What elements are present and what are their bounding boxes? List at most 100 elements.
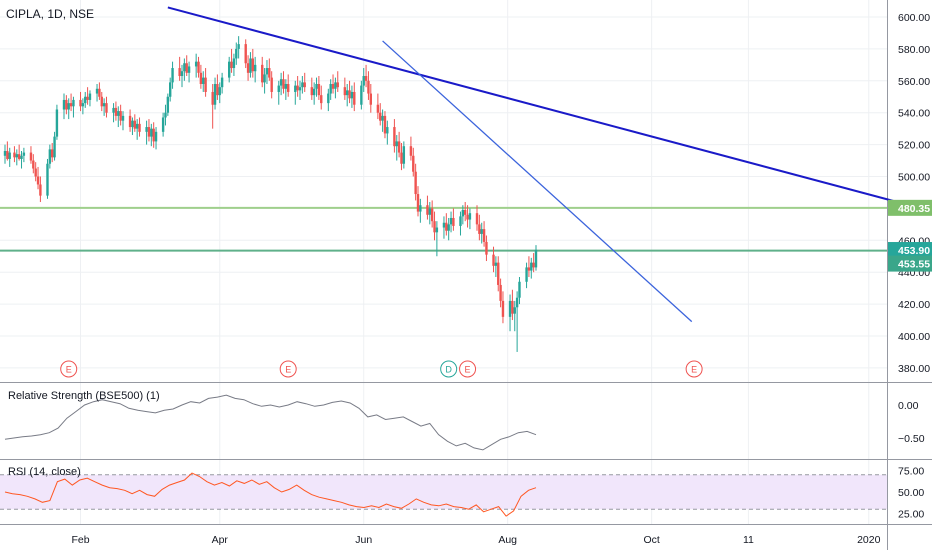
candle-body <box>466 214 469 220</box>
candle-body <box>315 83 318 89</box>
candle-body <box>128 115 132 128</box>
candle-body <box>452 217 455 226</box>
candle-body <box>350 91 354 99</box>
candle-body <box>197 61 200 73</box>
candle-body <box>515 297 519 308</box>
candle-body <box>497 262 500 285</box>
candle-body <box>88 93 92 100</box>
candle-body <box>277 85 280 92</box>
candle-body <box>246 63 250 73</box>
candle-body <box>459 216 462 226</box>
candle-body <box>284 83 288 89</box>
x-tick-label: Apr <box>212 534 229 546</box>
candle-body <box>334 82 337 89</box>
event-marker-label: E <box>66 365 72 375</box>
candle-body <box>527 267 531 271</box>
candle-body <box>86 96 89 100</box>
trend-line <box>382 40 693 323</box>
candle-body <box>294 85 297 92</box>
candle-body <box>532 262 535 268</box>
candle-body <box>161 117 165 132</box>
candle-body <box>261 64 264 83</box>
candle-body <box>164 112 167 118</box>
candle-body <box>220 77 224 88</box>
candle-body <box>428 208 431 215</box>
candle-body <box>381 115 384 121</box>
candle-body <box>211 91 214 105</box>
candle-body <box>270 77 273 92</box>
rsi-tick-label: 25.00 <box>898 509 924 521</box>
candle-body <box>133 120 136 129</box>
candle-body <box>171 68 174 83</box>
candle-body <box>20 155 23 159</box>
candle-body <box>187 66 191 73</box>
candle-body <box>62 99 66 110</box>
candle-body <box>268 68 271 78</box>
candle-body <box>442 222 446 228</box>
trend-line <box>167 6 932 213</box>
x-tick-label: Aug <box>498 534 517 546</box>
rs-tick-label: −0.50 <box>898 433 925 445</box>
candle-body <box>232 58 236 69</box>
candle-body <box>51 149 54 158</box>
price-tick-label: 600.00 <box>898 12 930 24</box>
candle-body <box>154 131 158 142</box>
candle-body <box>364 76 368 81</box>
candle-body <box>228 61 231 78</box>
candle-body <box>353 91 356 105</box>
candle-body <box>69 103 73 107</box>
candle-body <box>29 152 33 161</box>
rsi-line <box>4 472 537 517</box>
candle-body <box>386 127 389 134</box>
candle-body <box>147 127 151 137</box>
candle-body <box>138 123 141 132</box>
candle-body <box>329 83 332 94</box>
candle-body <box>464 209 467 215</box>
candle-body <box>317 83 321 96</box>
price-tick-label: 580.00 <box>898 44 930 56</box>
candle-body <box>397 141 401 153</box>
candle-body <box>409 146 413 156</box>
candle-body <box>204 77 207 92</box>
candle-body <box>343 87 347 96</box>
candle-body <box>379 112 382 121</box>
price-tag-label: 453.55 <box>898 259 930 271</box>
candle-body <box>468 213 472 220</box>
candle-body <box>121 115 125 121</box>
price-tag <box>888 255 932 272</box>
candle-body <box>152 128 155 142</box>
candle-body <box>183 63 186 72</box>
candle-body <box>478 224 481 234</box>
candle-body <box>237 44 240 49</box>
candle-body <box>230 61 233 69</box>
rs-line <box>4 394 537 451</box>
candle-body <box>445 222 448 231</box>
candle-body <box>430 208 434 222</box>
candle-body <box>494 262 498 266</box>
candle-body <box>513 307 516 314</box>
candle-body <box>145 127 148 132</box>
candle-body <box>287 83 290 92</box>
candle-body <box>298 87 302 91</box>
candle-body <box>150 128 153 137</box>
candles <box>3 36 538 352</box>
candle-body <box>412 155 415 172</box>
candle-body <box>475 213 479 225</box>
candle-body <box>400 152 403 164</box>
candle-body <box>102 103 106 107</box>
candle-body <box>348 90 351 99</box>
candle-body <box>369 93 372 105</box>
candle-body <box>131 120 134 128</box>
candle-body <box>534 249 538 268</box>
candle-body <box>81 103 85 107</box>
candle-body <box>36 176 40 185</box>
candle-body <box>525 267 528 282</box>
price-tick-label: 420.00 <box>898 299 930 311</box>
candle-body <box>301 82 304 88</box>
rsi-tick-label: 75.00 <box>898 466 924 478</box>
candle-body <box>53 136 56 158</box>
event-marker <box>279 360 297 378</box>
rs-title: Relative Strength (BSE500) (1) <box>8 390 160 402</box>
